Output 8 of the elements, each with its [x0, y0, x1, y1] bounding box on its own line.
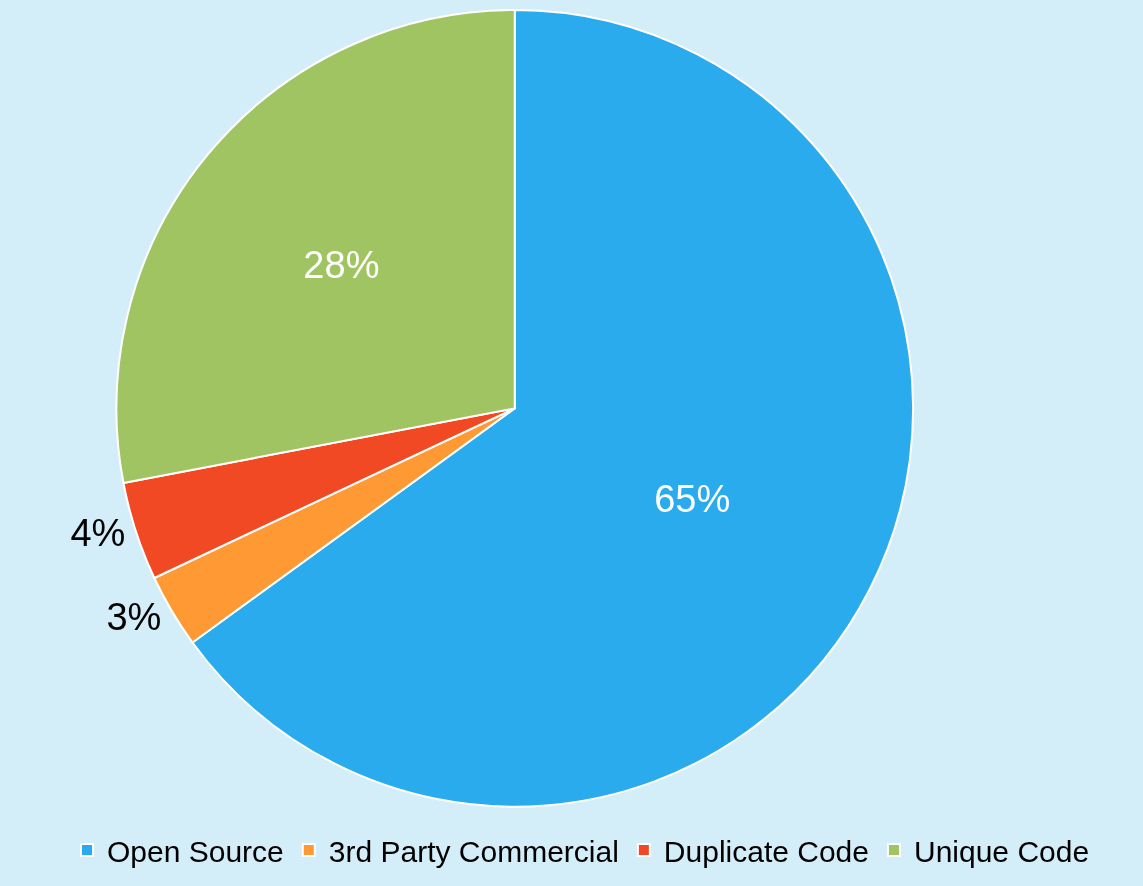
legend-label: Duplicate Code: [663, 834, 869, 868]
legend-label: 3rd Party Commercial: [328, 834, 619, 868]
legend-label: Open Source: [107, 834, 284, 868]
data-label: 65%: [654, 477, 731, 520]
data-label: 4%: [70, 512, 126, 555]
legend-label: Unique Code: [913, 834, 1090, 868]
data-label: 28%: [303, 243, 380, 286]
data-label: 3%: [106, 595, 162, 638]
